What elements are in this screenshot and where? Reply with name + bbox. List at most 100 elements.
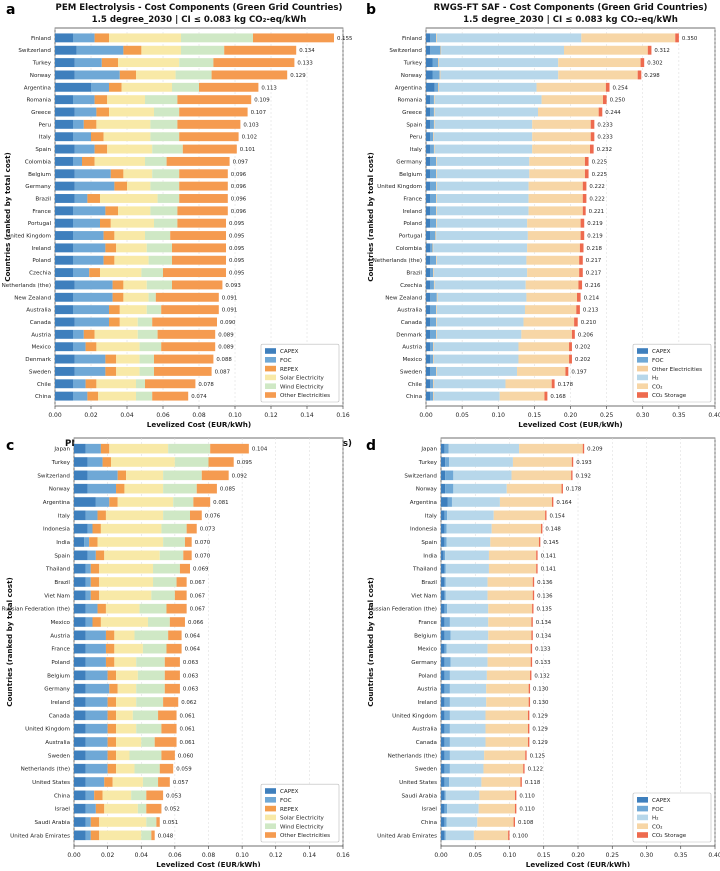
bar-row[interactable]: Austria 0.089 — [31, 329, 234, 339]
bar-segment[interactable] — [486, 670, 531, 681]
bar-segment[interactable] — [114, 255, 149, 265]
bar-row[interactable]: India 0.070 — [56, 537, 211, 547]
bar-segment[interactable] — [544, 391, 548, 401]
bar-segment[interactable] — [443, 550, 446, 561]
bar-segment[interactable] — [107, 737, 117, 747]
bar-segment[interactable] — [116, 750, 130, 761]
bar-segment[interactable] — [426, 58, 433, 68]
bar-row[interactable]: Austria 0.064 — [50, 630, 201, 641]
bar-row[interactable]: New Zealand 0.091 — [14, 292, 237, 302]
bar-segment[interactable] — [55, 243, 73, 253]
bar-segment[interactable] — [153, 577, 177, 587]
bar-segment[interactable] — [126, 470, 164, 481]
bar-segment[interactable] — [55, 379, 73, 389]
bar-row[interactable]: Austria 0.130 — [417, 683, 549, 694]
bar-segment[interactable] — [430, 231, 436, 240]
bar-segment[interactable] — [74, 763, 86, 774]
bar-segment[interactable] — [94, 95, 108, 105]
bar-segment[interactable] — [520, 777, 522, 787]
bar-segment[interactable] — [161, 523, 187, 534]
bar-row[interactable]: United Arab Emirates 0.100 — [377, 830, 529, 841]
bar-segment[interactable] — [444, 630, 451, 641]
bar-segment[interactable] — [147, 617, 170, 627]
bar-segment[interactable] — [430, 194, 437, 203]
bar-segment[interactable] — [85, 577, 91, 587]
bar-row[interactable]: Spain 0.145 — [421, 537, 559, 547]
bar-segment[interactable] — [105, 243, 117, 253]
bar-segment[interactable] — [55, 329, 73, 339]
bar-segment[interactable] — [499, 391, 545, 401]
bar-row[interactable]: United States 0.118 — [399, 777, 541, 787]
bar-segment[interactable] — [436, 366, 437, 376]
bar-segment[interactable] — [99, 577, 154, 587]
bar-segment[interactable] — [440, 70, 559, 80]
bar-segment[interactable] — [436, 194, 437, 203]
bar-segment[interactable] — [114, 181, 127, 191]
bar-segment[interactable] — [109, 305, 120, 315]
bar-row[interactable]: Brazil 0.067 — [54, 577, 205, 587]
bar-row[interactable]: Argentina 0.113 — [24, 82, 277, 92]
bar-segment[interactable] — [433, 354, 519, 364]
bar-segment[interactable] — [154, 354, 214, 364]
bar-segment[interactable] — [163, 537, 185, 547]
bar-segment[interactable] — [73, 305, 109, 315]
bar-segment[interactable] — [441, 750, 445, 761]
bar-segment[interactable] — [116, 354, 140, 364]
bar-segment[interactable] — [538, 537, 541, 547]
bar-segment[interactable] — [190, 510, 202, 521]
bar-segment[interactable] — [445, 830, 474, 841]
bar-segment[interactable] — [150, 119, 178, 129]
bar-segment[interactable] — [491, 523, 542, 534]
bar-segment[interactable] — [131, 790, 147, 801]
bar-segment[interactable] — [100, 443, 110, 454]
bar-segment[interactable] — [166, 156, 230, 166]
bar-segment[interactable] — [85, 643, 106, 654]
bar-segment[interactable] — [100, 218, 111, 228]
bar-segment[interactable] — [530, 670, 532, 681]
bar-segment[interactable] — [430, 181, 437, 191]
bar-segment[interactable] — [441, 777, 445, 787]
bar-segment[interactable] — [85, 510, 98, 521]
bar-row[interactable]: United Kingdom 0.222 — [377, 181, 605, 191]
bar-segment[interactable] — [453, 483, 507, 494]
bar-segment[interactable] — [444, 710, 450, 721]
bar-segment[interactable] — [436, 305, 437, 315]
bar-segment[interactable] — [523, 763, 525, 774]
bar-segment[interactable] — [449, 697, 487, 707]
bar-segment[interactable] — [448, 443, 520, 454]
bar-segment[interactable] — [511, 470, 572, 481]
bar-segment[interactable] — [434, 280, 526, 290]
bar-row[interactable]: Mexico 0.133 — [417, 643, 551, 654]
bar-segment[interactable] — [436, 317, 524, 327]
bar-segment[interactable] — [123, 45, 142, 55]
bar-segment[interactable] — [74, 537, 85, 547]
bar-segment[interactable] — [536, 82, 606, 92]
bar-segment[interactable] — [430, 255, 437, 265]
bar-segment[interactable] — [163, 483, 197, 494]
bar-segment[interactable] — [74, 550, 88, 561]
bar-segment[interactable] — [90, 830, 100, 841]
bar-segment[interactable] — [176, 577, 187, 587]
bar-segment[interactable] — [95, 497, 110, 507]
bar-segment[interactable] — [436, 156, 437, 166]
bar-segment[interactable] — [116, 737, 142, 747]
bar-segment[interactable] — [73, 156, 82, 166]
bar-segment[interactable] — [426, 181, 431, 191]
bar-segment[interactable] — [426, 354, 431, 364]
bar-segment[interactable] — [107, 723, 117, 734]
bar-segment[interactable] — [107, 670, 117, 681]
bar-segment[interactable] — [94, 790, 103, 801]
bar-segment[interactable] — [444, 817, 447, 827]
bar-row[interactable]: Australia 0.091 — [26, 305, 237, 315]
bar-row[interactable]: Viet Nam 0.067 — [44, 590, 205, 601]
bar-segment[interactable] — [163, 510, 191, 521]
bar-segment[interactable] — [74, 803, 86, 814]
bar-row[interactable]: Ireland 0.095 — [32, 243, 245, 253]
bar-segment[interactable] — [179, 58, 214, 68]
bar-segment[interactable] — [433, 119, 435, 129]
bar-segment[interactable] — [441, 683, 445, 694]
bar-segment[interactable] — [527, 268, 580, 278]
bar-segment[interactable] — [118, 206, 151, 216]
bar-segment[interactable] — [145, 231, 171, 240]
bar-segment[interactable] — [92, 617, 101, 627]
